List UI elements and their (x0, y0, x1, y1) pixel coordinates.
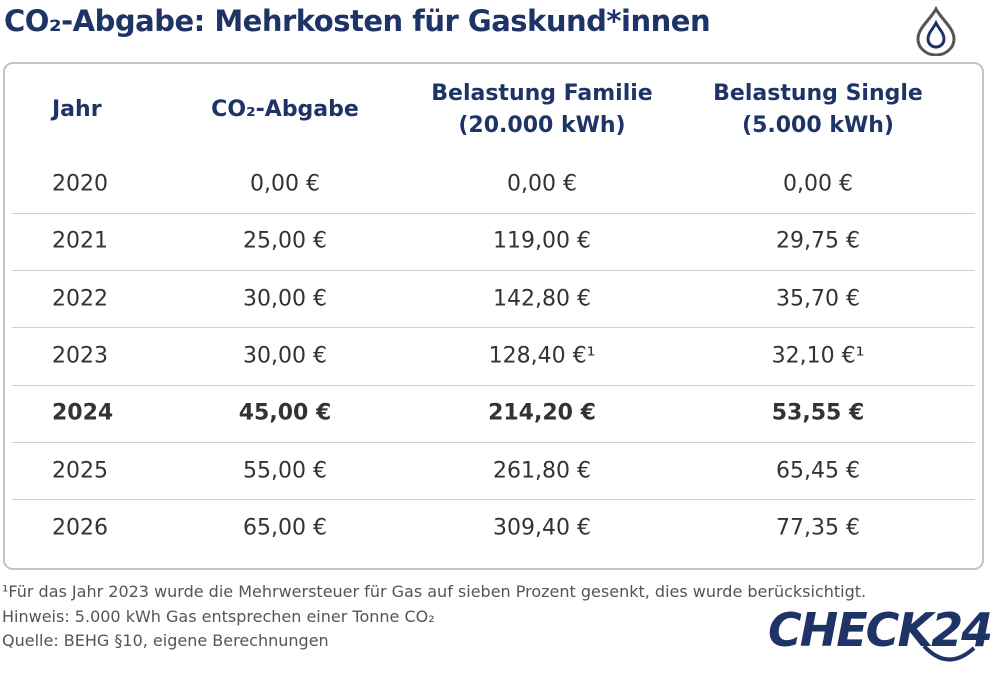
title: CO₂-Abgabe: Mehrkosten für Gaskund*innen (4, 4, 711, 38)
column-header: Belastung Single (5.000 kWh) (713, 81, 923, 138)
column-header: Jahr (52, 97, 102, 122)
table-cell: 0,00 € (783, 171, 853, 197)
logo: CHECK24 (768, 603, 993, 657)
table-cell: 2024 (52, 400, 114, 426)
row-separator (12, 327, 975, 329)
table-cell: 30,00 € (243, 286, 327, 312)
table-cell: 2025 (52, 458, 108, 483)
table-cell: 32,10 €¹ (771, 343, 865, 369)
footnote: Quelle: BEHG §10, eigene Berechnungen (2, 631, 329, 650)
footnote: Hinweis: 5.000 kWh Gas entsprechen einer… (2, 606, 435, 626)
table-cell: 128,40 €¹ (488, 343, 596, 369)
table-frame (3, 62, 984, 570)
table-cell: 2026 (52, 515, 108, 541)
table-cell: 77,35 € (776, 515, 860, 541)
table-cell: 0,00 € (507, 171, 577, 197)
row-separator (12, 499, 975, 501)
drop-icon (916, 6, 956, 56)
logo-swoosh (922, 644, 976, 662)
table-cell: 261,80 € (493, 458, 591, 483)
row-separator (12, 384, 975, 386)
row-separator (12, 212, 975, 214)
table-cell: 65,45 € (776, 458, 860, 483)
table-cell: 35,70 € (776, 286, 860, 312)
row-separator (12, 269, 975, 271)
table-cell: 55,00 € (243, 458, 327, 483)
table-cell: 2021 (52, 228, 108, 254)
table-cell: 309,40 € (493, 515, 591, 541)
table-cell: 119,00 € (493, 228, 591, 254)
table-cell: 53,55 € (771, 400, 865, 426)
table-cell: 25,00 € (243, 228, 327, 254)
table-cell: 214,20 € (488, 400, 596, 426)
table-cell: 29,75 € (776, 228, 860, 254)
table-cell: 142,80 € (493, 286, 591, 312)
table-cell: 45,00 € (238, 400, 332, 426)
footnote: ¹Für das Jahr 2023 wurde die Mehrwersteu… (2, 582, 867, 601)
table-cell: 0,00 € (250, 171, 320, 197)
table-cell: 2022 (52, 286, 108, 312)
table-cell: 2023 (52, 343, 108, 369)
column-header: CO₂-Abgabe (211, 97, 359, 122)
row-separator (12, 441, 975, 443)
column-header: Belastung Familie (20.000 kWh) (431, 81, 653, 138)
table-cell: 30,00 € (243, 343, 327, 369)
table-cell: 2020 (52, 171, 108, 197)
table-cell: 65,00 € (243, 515, 327, 541)
